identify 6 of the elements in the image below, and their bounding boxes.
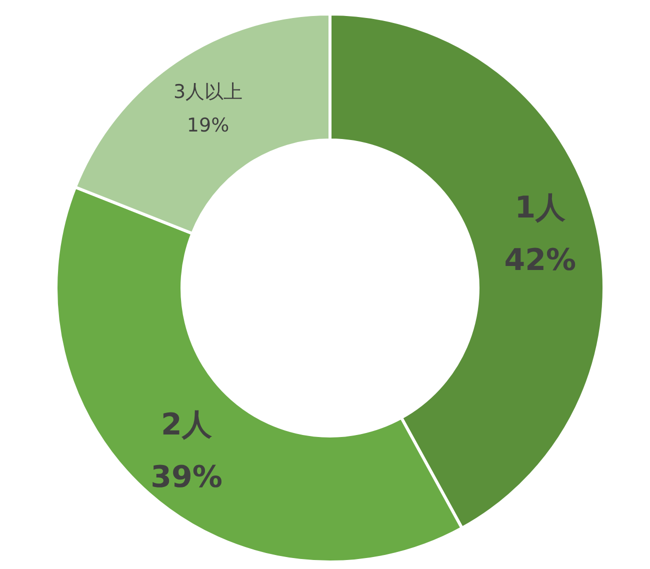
- slice-label: 2人: [161, 407, 213, 442]
- slice-label: 1人: [514, 190, 567, 226]
- data-label: 42%: [504, 243, 576, 278]
- data-label: 39%: [150, 460, 222, 495]
- slice-label: 3人以上: [173, 81, 243, 104]
- data-label: 19%: [186, 114, 230, 136]
